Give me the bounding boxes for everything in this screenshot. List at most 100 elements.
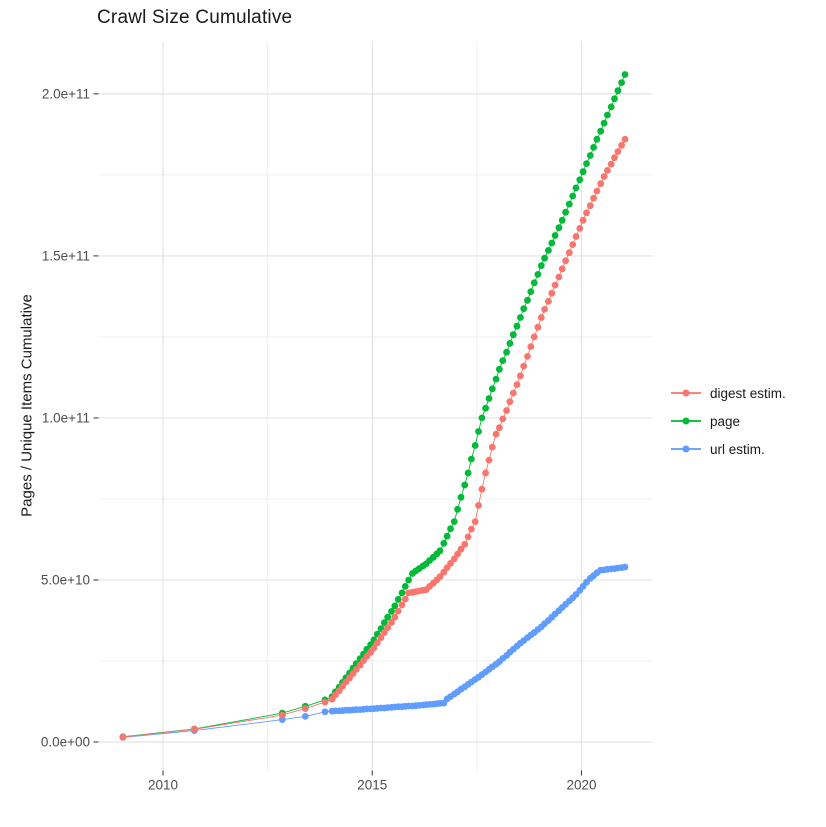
data-point-digest-estim — [496, 424, 503, 432]
data-point-page — [600, 119, 608, 127]
legend-item-url-estim: url estim. — [670, 435, 786, 463]
data-point-page — [614, 87, 622, 95]
legend-item-digest-estim: digest estim. — [670, 379, 786, 407]
data-point-url-estim — [321, 708, 329, 716]
legend: digest estim. page url estim. — [670, 379, 786, 463]
data-point-digest-estim — [509, 389, 517, 397]
data-point-digest-estim — [600, 173, 608, 180]
data-point-digest-estim — [119, 733, 127, 741]
data-point-page — [621, 71, 629, 78]
data-point-page — [545, 247, 552, 254]
data-point-digest-estim — [485, 456, 493, 464]
data-point-digest-estim — [530, 333, 538, 341]
digest-estim-key-icon — [670, 386, 702, 400]
data-point-digest-estim — [621, 135, 629, 143]
data-point-page — [485, 395, 493, 402]
data-point-digest-estim — [401, 595, 409, 603]
x-tick-label: 2015 — [357, 778, 387, 793]
data-point-page — [583, 160, 590, 168]
data-point-digest-estim — [461, 540, 469, 548]
data-point-digest-estim — [492, 430, 500, 438]
data-point-page — [534, 271, 542, 278]
data-point-page — [436, 547, 444, 555]
data-point-page — [565, 200, 573, 208]
data-point-page — [461, 481, 469, 489]
data-point-page — [527, 288, 535, 295]
legend-label-url-estim: url estim. — [710, 441, 765, 457]
data-point-page — [384, 613, 392, 621]
data-point-page — [454, 505, 461, 513]
data-point-digest-estim — [604, 167, 611, 174]
data-point-digest-estim — [562, 257, 569, 265]
series-digest-estim — [119, 135, 629, 741]
series-layer — [119, 71, 629, 741]
data-point-digest-estim — [569, 241, 577, 249]
data-point-digest-estim — [593, 187, 601, 195]
page-key-icon — [670, 414, 702, 428]
data-point-page — [548, 239, 556, 247]
gridlines-major — [99, 41, 653, 771]
legend-label-digest-estim: digest estim. — [710, 385, 786, 401]
data-point-page — [468, 455, 475, 463]
data-point-page — [398, 589, 406, 597]
data-point-page — [611, 95, 618, 103]
data-point-digest-estim — [576, 225, 584, 232]
data-point-page — [513, 322, 521, 330]
data-point-page — [478, 414, 486, 422]
data-point-page — [551, 232, 559, 239]
data-point-page — [492, 375, 500, 383]
data-point-digest-estim — [388, 619, 395, 626]
data-point-digest-estim — [513, 381, 521, 388]
data-point-page — [541, 254, 548, 262]
data-point-page — [405, 576, 412, 584]
data-point-url-estim — [621, 563, 629, 571]
data-point-page — [562, 208, 569, 216]
legend-item-page: page — [670, 407, 786, 435]
data-point-digest-estim — [475, 502, 482, 509]
data-point-digest-estim — [527, 343, 535, 350]
x-tick-label: 2010 — [148, 778, 178, 793]
data-point-digest-estim — [517, 372, 524, 380]
data-point-page — [450, 518, 458, 525]
data-point-page — [447, 525, 454, 533]
data-point-page — [569, 192, 577, 200]
axis-labels: 2010 2015 2020 0.0e+00 5.0e+10 1.0e+11 1.5e+11… — [41, 86, 597, 792]
data-point-digest-estim — [607, 160, 615, 168]
axis-ticks — [93, 93, 582, 776]
data-point-digest-estim — [597, 180, 605, 188]
data-point-digest-estim — [579, 216, 587, 224]
data-point-page — [517, 314, 524, 321]
series-page — [119, 71, 629, 741]
data-point-digest-estim — [468, 525, 475, 533]
gridlines-minor — [99, 41, 653, 771]
data-point-digest-estim — [537, 314, 545, 321]
data-point-digest-estim — [520, 362, 528, 370]
data-point-page — [394, 596, 402, 603]
data-point-page — [576, 176, 584, 184]
data-point-digest-estim — [278, 711, 286, 719]
data-point-page — [488, 385, 496, 393]
data-point-digest-estim — [590, 194, 597, 202]
url-estim-key-icon — [670, 442, 702, 456]
y-tick-label: 0.0e+00 — [41, 734, 90, 749]
data-point-digest-estim — [381, 629, 388, 636]
data-point-digest-estim — [482, 469, 489, 477]
data-point-page — [593, 135, 601, 143]
data-point-digest-estim — [565, 249, 573, 257]
data-point-digest-estim — [524, 353, 531, 360]
data-point-page — [604, 111, 611, 119]
data-point-page — [471, 442, 479, 449]
data-point-digest-estim — [555, 273, 563, 281]
y-tick-label: 2.0e+11 — [42, 86, 90, 101]
data-point-digest-estim — [506, 398, 514, 406]
data-point-digest-estim — [394, 607, 402, 615]
y-tick-label: 1.0e+11 — [42, 410, 90, 425]
data-point-digest-estim — [545, 297, 552, 305]
data-point-page — [618, 79, 625, 86]
page-title: Crawl Size Cumulative — [97, 7, 293, 28]
data-point-digest-estim — [551, 281, 559, 289]
y-axis-title: Pages / Unique Items Cumulative — [18, 294, 36, 517]
data-point-page — [381, 619, 388, 627]
y-tick-label: 5.0e+10 — [41, 572, 90, 587]
